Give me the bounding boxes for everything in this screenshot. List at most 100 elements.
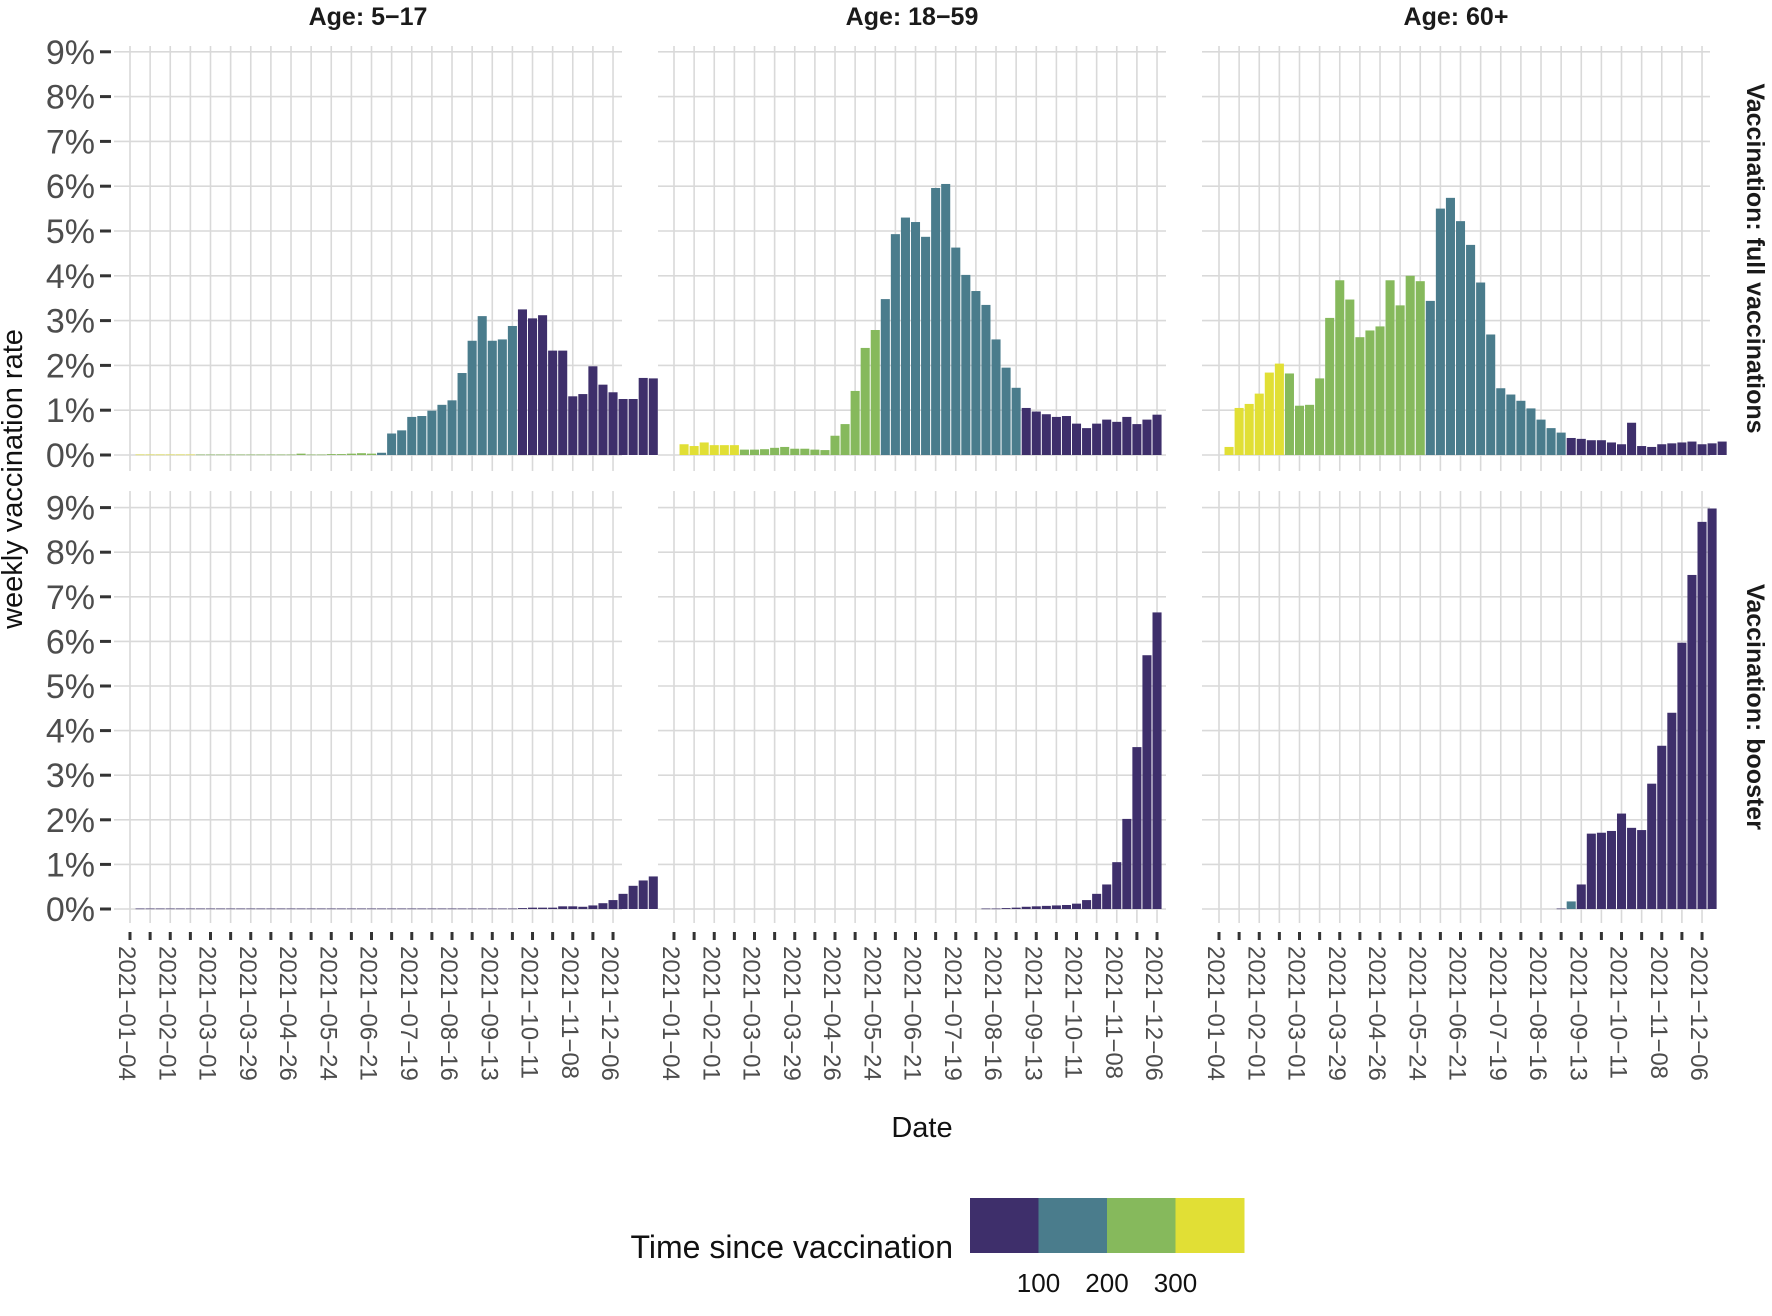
x-tick-label: 2021−04−26 [818, 946, 845, 1081]
bars-r0-c1 [679, 183, 1162, 456]
bar [527, 318, 538, 455]
bar [1335, 280, 1345, 455]
bar [679, 444, 689, 455]
bar [145, 454, 155, 456]
x-tick-label: 2021−03−29 [778, 946, 805, 1081]
panel-r0-c2 [1202, 46, 1727, 471]
bar [497, 908, 507, 910]
bar [135, 454, 145, 456]
bar [1234, 407, 1244, 455]
bar [497, 339, 507, 455]
y-tick-label: 7% [46, 123, 95, 161]
bar [447, 400, 457, 455]
bar [407, 908, 417, 910]
bar [1112, 862, 1122, 909]
bar [628, 885, 638, 909]
chart-panels [114, 46, 1727, 923]
bar [558, 906, 568, 909]
x-axis-c1: 2021−01−04 2021−02−01 2021−03−01 2021−03−29… [657, 932, 1167, 1081]
bar [346, 453, 356, 455]
bar [1274, 363, 1284, 455]
bar [739, 449, 749, 455]
bar [377, 908, 387, 910]
bar [638, 377, 648, 455]
bar [1142, 419, 1152, 455]
bar [1455, 221, 1466, 455]
bar [286, 908, 296, 910]
bar [1476, 282, 1486, 455]
legend-color-swatch [1107, 1198, 1176, 1253]
bar [397, 908, 407, 910]
bars-r1-c0 [135, 876, 658, 910]
bar [638, 880, 648, 909]
bar [1061, 904, 1071, 909]
bar [417, 908, 427, 910]
x-tick-label: 2021−08−16 [979, 946, 1006, 1081]
x-tick-label: 2021−07−19 [395, 946, 422, 1081]
bar [548, 907, 558, 909]
bar [1021, 906, 1031, 909]
x-tick-label: 2021−02−01 [697, 946, 724, 1081]
x-tick-label: 2021−12−06 [1685, 946, 1712, 1081]
y-tick-label: 3% [46, 303, 95, 341]
y-tick-label: 8% [46, 79, 95, 117]
y-tick-label: 6% [46, 623, 95, 661]
bar [185, 908, 195, 910]
bar [1546, 428, 1556, 455]
bar [1435, 208, 1445, 455]
bar [195, 454, 205, 456]
bar [1051, 416, 1061, 455]
bar [588, 905, 598, 909]
bar [306, 454, 316, 456]
x-tick-label: 2021−11−08 [1645, 946, 1672, 1079]
bar [185, 454, 195, 456]
panel-grid [1202, 46, 1710, 471]
bar [1152, 612, 1162, 909]
bar [205, 454, 216, 456]
bar [1596, 440, 1606, 455]
bar [991, 908, 1001, 910]
bar [1031, 411, 1041, 455]
bar [780, 446, 790, 455]
bar [1586, 833, 1596, 909]
bar [1264, 372, 1274, 455]
bar [145, 908, 155, 910]
x-tick-label: 2021−03−01 [194, 946, 221, 1081]
bar [1051, 905, 1061, 909]
x-tick-label: 2021−10−11 [1605, 946, 1632, 1079]
bar [1576, 884, 1586, 909]
bar [427, 410, 437, 455]
bar [1445, 197, 1455, 455]
bar [1707, 508, 1717, 909]
bar [618, 399, 628, 455]
bar [517, 309, 527, 455]
bar [407, 416, 417, 455]
x-tick-label: 2021−06−21 [355, 946, 382, 1081]
bar [689, 446, 699, 455]
bar [467, 340, 477, 455]
bar [236, 908, 246, 910]
bar [527, 907, 538, 909]
bar [437, 908, 447, 910]
bar [1576, 438, 1586, 455]
x-tick-label: 2021−06−21 [899, 946, 926, 1081]
bar [1001, 908, 1011, 909]
bar [1122, 818, 1132, 909]
y-tick-label: 4% [46, 713, 95, 751]
bar [1102, 884, 1112, 909]
x-tick-label: 2021−04−26 [1363, 946, 1390, 1081]
bar [286, 454, 296, 456]
bar [236, 454, 246, 456]
bar [648, 378, 658, 455]
legend: Time since vaccination 100 200 300 [631, 1198, 1245, 1298]
bar [1697, 444, 1707, 455]
x-tick-label: 2021−01−04 [657, 946, 684, 1081]
panel-r0-c0 [114, 46, 658, 471]
bar [226, 454, 236, 456]
y-tick-label: 9% [46, 34, 95, 72]
bar [1071, 903, 1082, 909]
bar [1596, 832, 1606, 909]
bar [1132, 747, 1142, 909]
bar [1031, 906, 1041, 909]
bar [1082, 428, 1092, 455]
